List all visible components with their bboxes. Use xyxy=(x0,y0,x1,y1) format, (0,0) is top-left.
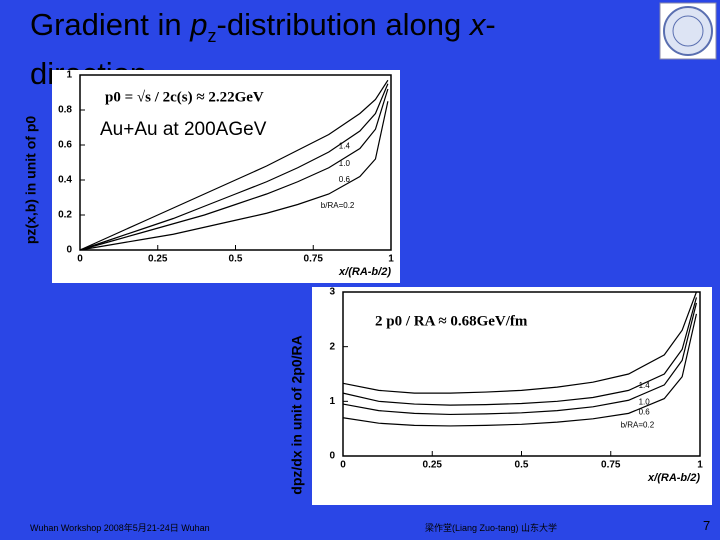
series-line xyxy=(79,88,389,251)
x-tick-label: 0.5 xyxy=(229,254,243,265)
logo xyxy=(663,6,713,56)
plot-image xyxy=(52,70,400,283)
equation: p0 = √s / 2c(s) ≈ 2.22GeV xyxy=(105,89,264,105)
title-part: z xyxy=(207,26,217,47)
y-axis-label: dpz/dx in unit of 2p0/RA xyxy=(289,335,305,494)
title-part: -distribution along xyxy=(216,7,470,42)
y-tick-label: 1 xyxy=(329,396,335,407)
x-tick-label: 0.25 xyxy=(423,460,443,471)
y-tick-label: 3 xyxy=(329,287,335,298)
x-axis-label: x/(RA-b/2) xyxy=(647,472,700,484)
series-line xyxy=(342,297,698,406)
curve-label: 1.4 xyxy=(339,142,351,151)
curve-label: b/RA=0.2 xyxy=(621,420,655,429)
title-part: x xyxy=(469,7,486,42)
y-axis-label: pz(x,b) in unit of p0 xyxy=(23,116,39,245)
series-line xyxy=(342,313,698,427)
y-tick-label: 0 xyxy=(66,245,72,256)
curve-label: 0.6 xyxy=(339,175,351,184)
x-tick-label: 0 xyxy=(77,254,83,265)
curve-label: 1.0 xyxy=(639,398,651,407)
y-tick-label: 2 xyxy=(329,341,335,352)
equation: 2 p0 / RA ≈ 0.68GeV/fm xyxy=(375,313,528,329)
curve-label: 1.4 xyxy=(639,381,651,390)
y-tick-label: 0.2 xyxy=(58,210,72,221)
page-number: 7 xyxy=(703,518,711,533)
y-tick-label: 0.6 xyxy=(58,140,72,151)
series-line xyxy=(342,291,697,394)
series-line xyxy=(79,79,389,251)
x-axis-label: x/(RA-b/2) xyxy=(338,266,391,278)
footer-left: Wuhan Workshop 2008年5月21-24日 Wuhan xyxy=(30,523,210,533)
y-tick-label: 0.4 xyxy=(58,175,72,186)
x-tick-label: 1 xyxy=(697,460,703,471)
title-part: p xyxy=(190,7,208,42)
logo-ring xyxy=(672,15,704,47)
series-line xyxy=(79,101,389,251)
curve-label: 1.0 xyxy=(339,159,351,168)
x-tick-label: 0 xyxy=(340,460,346,471)
x-tick-label: 0.5 xyxy=(515,460,529,471)
plot-image xyxy=(312,287,712,505)
series-line xyxy=(79,83,389,251)
series-line xyxy=(342,302,698,416)
y-tick-label: 1 xyxy=(66,70,72,81)
curve-label: b/RA=0.2 xyxy=(321,201,355,210)
note: Au+Au at 200AGeV xyxy=(100,119,267,140)
x-tick-label: 0.75 xyxy=(304,254,324,265)
x-tick-label: 1 xyxy=(388,254,394,265)
y-tick-label: 0 xyxy=(329,451,335,462)
x-tick-label: 0.25 xyxy=(148,254,168,265)
curve-label: 0.6 xyxy=(639,407,651,416)
x-tick-label: 0.75 xyxy=(601,460,621,471)
title-part: Gradient in xyxy=(30,7,191,42)
footer-right: 梁作堂(Liang Zuo-tang) 山东大学 xyxy=(425,523,558,533)
y-tick-label: 0.8 xyxy=(58,105,72,116)
